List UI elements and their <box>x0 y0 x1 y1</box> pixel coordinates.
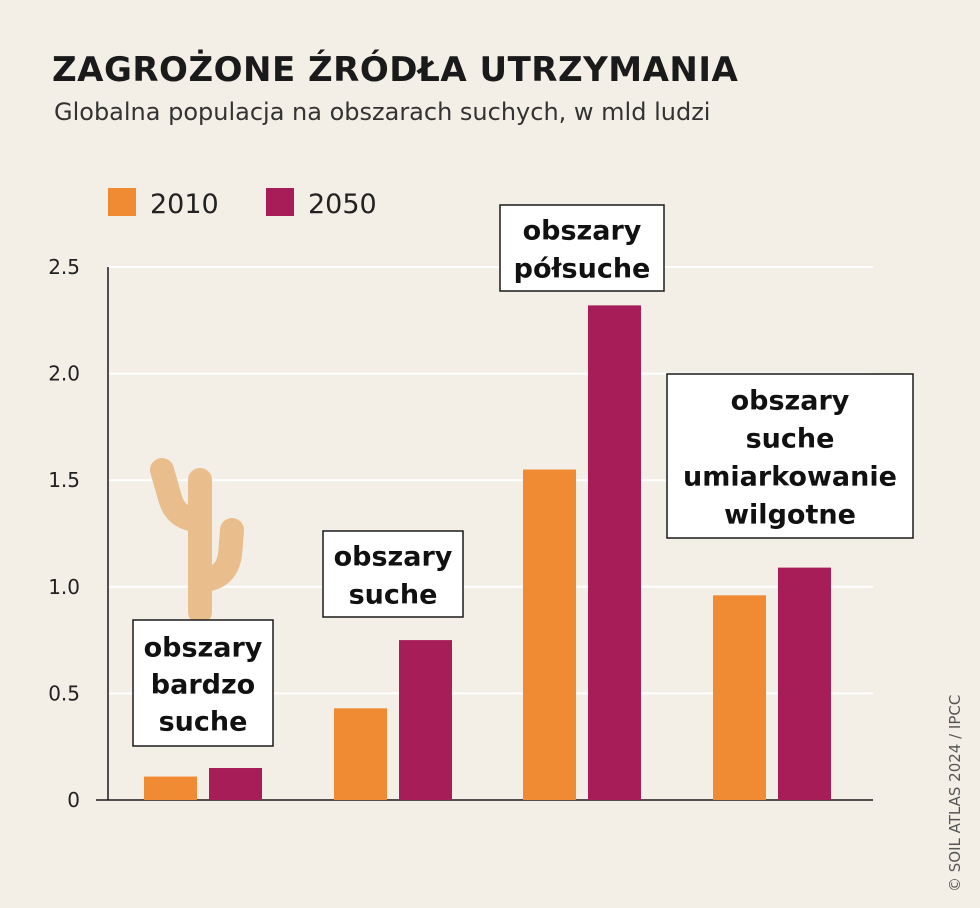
chart-subtitle: Globalna populacja na obszarach suchych,… <box>54 98 711 126</box>
y-tick-label: 2.0 <box>48 362 80 386</box>
legend-label: 2010 <box>150 189 219 220</box>
bar-2050-2 <box>399 640 452 800</box>
category-label: obszary <box>144 632 263 663</box>
category-label-box <box>322 530 464 618</box>
bar-2010-2 <box>334 708 387 800</box>
category-label: umiarkowanie <box>683 462 897 493</box>
legend-swatch <box>266 188 294 216</box>
category-label-box <box>499 204 665 292</box>
legend-swatch <box>108 188 136 216</box>
category-label: wilgotne <box>724 500 856 531</box>
category-label: obszary <box>523 216 642 247</box>
bar-2050-1 <box>209 768 262 800</box>
legend-label: 2050 <box>308 189 377 220</box>
bar-2050-4 <box>778 567 831 800</box>
source-credit: © SOIL ATLAS 2024 / IPCC <box>946 694 964 892</box>
y-tick-label: 1.0 <box>48 575 80 599</box>
bar-2010-1 <box>144 776 197 800</box>
category-label: suche <box>349 580 438 611</box>
y-tick-label: 2.5 <box>48 255 80 279</box>
bar-2010-3 <box>523 469 576 800</box>
category-label: półsuche <box>514 254 651 285</box>
y-tick-label: 1.5 <box>48 468 80 492</box>
category-label-box <box>666 373 914 539</box>
category-label: suche <box>159 706 248 737</box>
y-tick-label: 0 <box>67 788 80 812</box>
category-label-box <box>132 619 274 747</box>
category-label: obszary <box>731 386 850 417</box>
category-label: suche <box>746 424 835 455</box>
category-label: bardzo <box>151 669 255 700</box>
category-label: obszary <box>334 542 453 573</box>
bar-2050-3 <box>588 305 641 800</box>
bar-2010-4 <box>713 595 766 800</box>
cactus-icon <box>150 458 244 624</box>
chart-title: ZAGROŻONE ŹRÓDŁA UTRZYMANIA <box>52 50 739 90</box>
y-tick-label: 0.5 <box>48 681 80 705</box>
